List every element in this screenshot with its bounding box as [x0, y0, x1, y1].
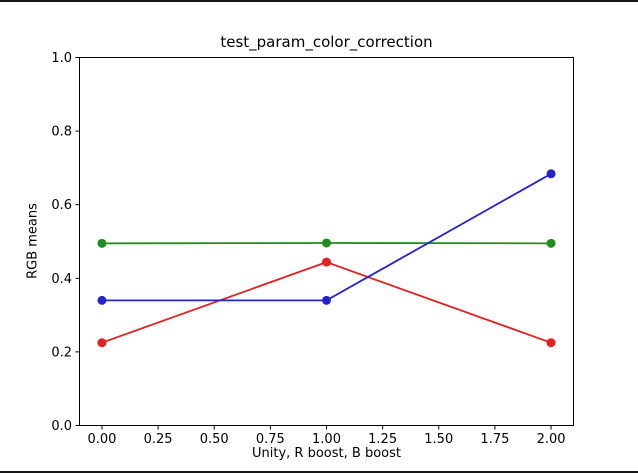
- chart-title: test_param_color_correction: [220, 33, 433, 51]
- data-marker-red: [546, 338, 556, 348]
- window-edge-top: [0, 0, 638, 2]
- x-tick-label: 1.50: [424, 432, 453, 447]
- data-marker-green: [546, 238, 556, 248]
- y-axis-label: RGB means: [25, 203, 41, 279]
- x-tick-label: 1.00: [312, 432, 341, 447]
- data-marker-red: [97, 338, 107, 348]
- y-tick-label: 0.2: [51, 345, 72, 360]
- x-tick-label: 2.00: [537, 432, 566, 447]
- x-tick-label: 0.50: [200, 432, 229, 447]
- y-tick-label: 0.4: [51, 272, 72, 287]
- data-marker-blue: [322, 295, 331, 305]
- x-tick-label: 0.25: [144, 432, 173, 447]
- data-marker-red: [322, 257, 331, 267]
- series-line-blue: [101, 173, 552, 302]
- data-marker-blue: [97, 295, 107, 305]
- y-tick-label: 0.8: [51, 125, 72, 140]
- data-marker-green: [97, 238, 107, 248]
- y-tick-label: 1.0: [51, 51, 72, 66]
- x-tick-label: 0.00: [87, 432, 116, 447]
- data-marker-blue: [546, 169, 556, 179]
- x-tick-label: 1.25: [368, 432, 397, 447]
- y-tick-label: 0.6: [51, 198, 72, 213]
- window-edge-bottom: [0, 471, 638, 473]
- x-tick-label: 0.75: [256, 432, 285, 447]
- y-tick-label: 0.0: [51, 419, 72, 434]
- x-axis-label: Unity, R boost, B boost: [252, 446, 401, 461]
- x-tick-label: 1.75: [480, 432, 509, 447]
- data-marker-green: [322, 238, 331, 248]
